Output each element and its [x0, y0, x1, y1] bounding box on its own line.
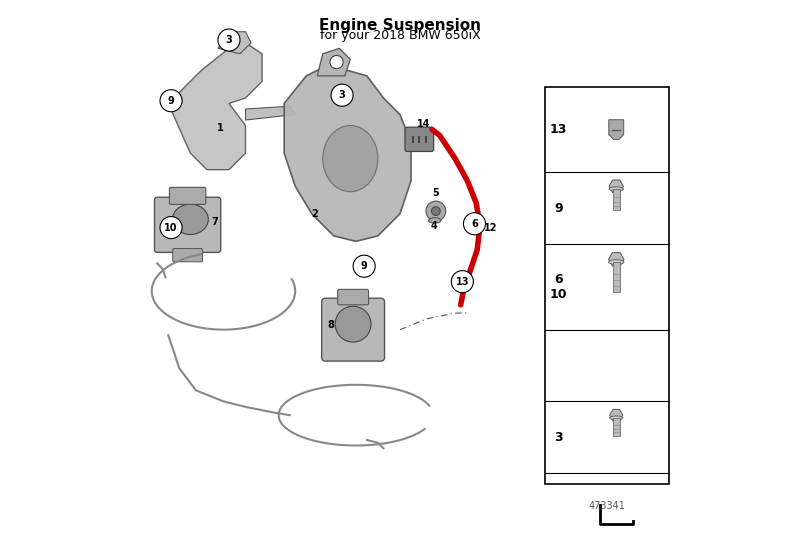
- Polygon shape: [246, 106, 295, 120]
- Text: for your 2018 BMW 650iX: for your 2018 BMW 650iX: [320, 29, 480, 42]
- Polygon shape: [168, 43, 262, 170]
- Ellipse shape: [609, 187, 623, 191]
- Circle shape: [160, 90, 182, 112]
- Polygon shape: [284, 65, 411, 241]
- Text: 3: 3: [554, 431, 562, 444]
- Ellipse shape: [610, 416, 623, 420]
- Ellipse shape: [335, 306, 371, 342]
- Text: 13: 13: [550, 123, 567, 136]
- FancyBboxPatch shape: [405, 127, 434, 151]
- Text: 4: 4: [431, 221, 438, 231]
- Bar: [613, 262, 619, 292]
- Text: 5: 5: [433, 188, 439, 198]
- Circle shape: [218, 29, 240, 51]
- Text: 8: 8: [328, 320, 334, 330]
- Polygon shape: [609, 253, 624, 266]
- Text: 6
10: 6 10: [550, 273, 567, 301]
- Circle shape: [330, 55, 343, 69]
- Text: 14: 14: [417, 119, 430, 129]
- Circle shape: [431, 207, 440, 216]
- FancyBboxPatch shape: [322, 298, 385, 361]
- Bar: [613, 418, 619, 436]
- Circle shape: [463, 213, 486, 235]
- Circle shape: [451, 270, 474, 293]
- Text: 10: 10: [164, 222, 178, 232]
- Text: 13: 13: [455, 277, 469, 287]
- Text: 2: 2: [311, 209, 318, 219]
- Text: 1: 1: [218, 123, 224, 133]
- Ellipse shape: [429, 218, 441, 223]
- Polygon shape: [610, 409, 623, 421]
- Text: 9: 9: [554, 202, 562, 215]
- FancyBboxPatch shape: [154, 197, 221, 253]
- FancyBboxPatch shape: [338, 290, 369, 305]
- FancyBboxPatch shape: [545, 87, 669, 484]
- Ellipse shape: [322, 125, 378, 192]
- Ellipse shape: [609, 260, 624, 264]
- Text: 7: 7: [212, 217, 218, 227]
- Polygon shape: [318, 48, 350, 76]
- Ellipse shape: [173, 204, 208, 235]
- Polygon shape: [609, 180, 623, 193]
- FancyBboxPatch shape: [170, 188, 206, 204]
- Polygon shape: [609, 120, 624, 139]
- Text: 3: 3: [226, 35, 232, 45]
- Text: Engine Suspension: Engine Suspension: [319, 18, 481, 33]
- Text: 3: 3: [338, 90, 346, 100]
- Circle shape: [331, 84, 353, 106]
- Text: 9: 9: [361, 261, 367, 271]
- Text: 9: 9: [168, 96, 174, 106]
- Circle shape: [353, 255, 375, 277]
- Polygon shape: [218, 32, 251, 54]
- Text: 12: 12: [484, 222, 498, 232]
- Text: 6: 6: [471, 219, 478, 228]
- Circle shape: [426, 201, 446, 221]
- Circle shape: [160, 217, 182, 239]
- Bar: [613, 189, 619, 210]
- FancyBboxPatch shape: [173, 249, 202, 262]
- Text: 473341: 473341: [588, 501, 625, 511]
